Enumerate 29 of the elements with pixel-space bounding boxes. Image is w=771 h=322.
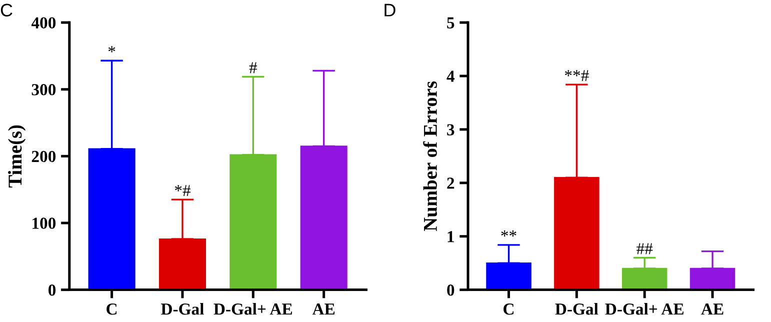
x-tick-label: D-Gal <box>161 302 204 315</box>
y-tick-label: 0 <box>447 284 454 296</box>
y-axis-title: Time(s) <box>8 125 26 188</box>
y-tick-label: 200 <box>32 150 56 162</box>
chart-title: D <box>384 4 396 16</box>
chart-title: C <box>0 4 12 16</box>
y-tick-label: 100 <box>32 218 56 229</box>
y-tick-label: 400 <box>31 17 56 28</box>
x-tick-label: AE <box>312 304 335 315</box>
y-tick-label: 5 <box>447 17 454 28</box>
annotation: ** <box>501 230 516 237</box>
x-tick-label: AE <box>701 304 724 315</box>
y-tick-label: 2 <box>447 178 454 189</box>
annotation: **# <box>564 70 589 81</box>
annotation: ## <box>636 243 653 254</box>
y-tick-label: 300 <box>32 84 56 96</box>
y-tick-label: 4 <box>446 70 454 82</box>
y-axis-title: Number of Errors <box>423 81 438 232</box>
annotation: # <box>249 62 258 74</box>
x-tick-label: D-Gal+ AE <box>214 302 292 315</box>
x-tick-label: C <box>504 304 514 315</box>
x-tick-label: D-Gal+ AE <box>605 302 684 315</box>
annotation: * <box>108 46 116 52</box>
y-tick-label: 0 <box>48 284 56 296</box>
y-tick-label: 3 <box>447 124 454 136</box>
annotation: *# <box>174 185 190 196</box>
x-tick-label: C <box>106 304 117 315</box>
x-tick-label: D-Gal <box>555 302 598 315</box>
y-tick-label: 1 <box>448 231 454 242</box>
